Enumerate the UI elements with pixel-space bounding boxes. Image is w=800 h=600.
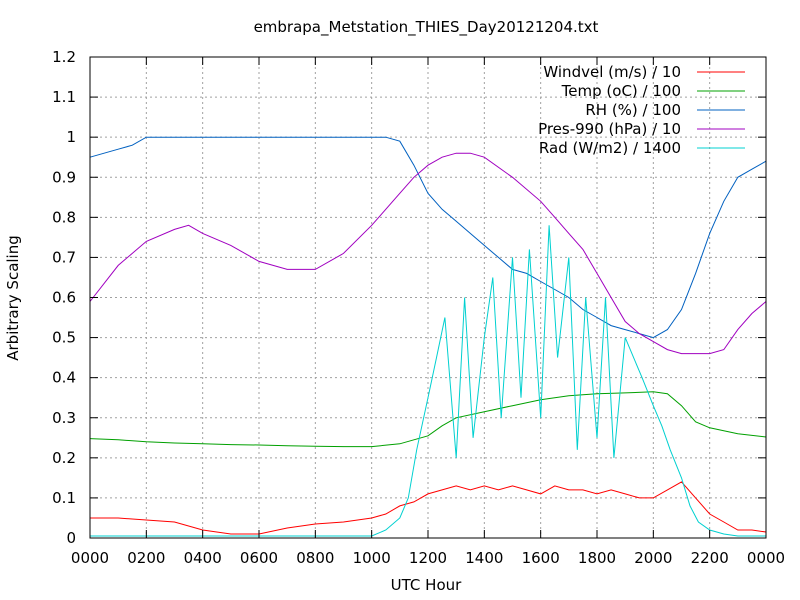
legend-label-5: Rad (W/m2) / 1400: [539, 139, 681, 157]
series-line-2: [89, 391, 767, 448]
y-tick-label: 1.1: [52, 88, 76, 106]
x-tick-label: 0000: [747, 549, 785, 567]
y-tick-label: 0.8: [52, 208, 76, 226]
x-tick-label: 2200: [691, 549, 729, 567]
x-tick-label: 0000: [71, 549, 109, 567]
y-tick-label: 0.7: [52, 248, 76, 266]
series-line-4: [89, 152, 767, 355]
x-tick-label: 0600: [240, 549, 278, 567]
y-tick-label: 0.9: [52, 168, 76, 186]
x-axis-label: UTC Hour: [391, 576, 462, 594]
y-tick-label: 0.3: [52, 409, 76, 427]
chart-title: embrapa_Metstation_THIES_Day20121204.txt: [254, 18, 599, 37]
series-line-3: [89, 136, 767, 339]
x-tick-label: 1600: [522, 549, 560, 567]
x-tick-label: 0400: [184, 549, 222, 567]
x-tick-label: 1200: [409, 549, 447, 567]
y-tick-label: 0: [66, 529, 76, 547]
axis-ticks: 0 0.1 0.2 0.3 0.4 0.5 0.6 0.7 0.8 0.9 1 1.1 1.2 0000 0…: [52, 48, 785, 567]
x-tick-label: 1400: [465, 549, 503, 567]
y-tick-label: 0.4: [52, 369, 76, 387]
x-tick-label: 1800: [578, 549, 616, 567]
series-line-1: [90, 481, 767, 535]
y-tick-label: 1.2: [52, 48, 76, 66]
x-tick-label: 0200: [127, 549, 165, 567]
legend-label-4: Pres-990 (hPa) / 10: [538, 120, 681, 138]
x-tick-label: 1000: [353, 549, 391, 567]
legend-label-1: Windvel (m/s) / 10: [543, 63, 681, 81]
y-tick-label: 0.2: [52, 449, 76, 467]
y-axis-label: Arbitrary Scaling: [4, 235, 22, 361]
x-tick-label: 0800: [296, 549, 334, 567]
legend-label-2: Temp (oC) / 100: [561, 82, 681, 100]
y-tick-label: 0.5: [52, 329, 76, 347]
x-tick-label: 2000: [634, 549, 672, 567]
y-tick-label: 1: [66, 128, 76, 146]
y-tick-label: 0.1: [52, 489, 76, 507]
y-tick-label: 0.6: [52, 289, 76, 307]
legend-label-3: RH (%) / 100: [585, 101, 681, 119]
